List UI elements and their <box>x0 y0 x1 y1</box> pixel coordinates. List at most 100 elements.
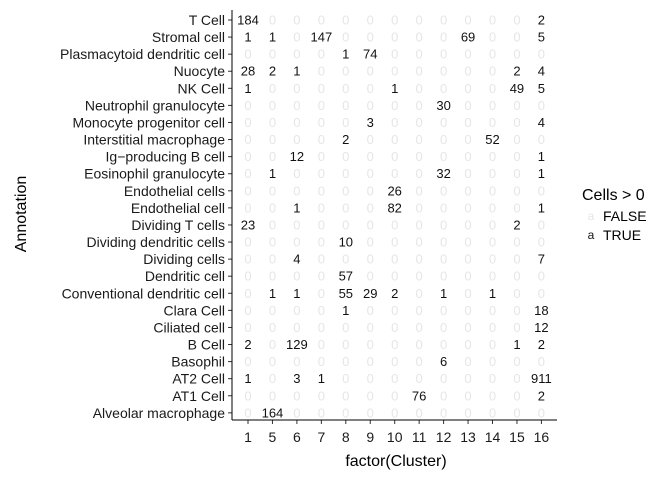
cell-label: 0 <box>440 252 447 267</box>
cell-label: 0 <box>342 371 349 386</box>
cell-label: 0 <box>464 354 471 369</box>
cell-label: 0 <box>367 252 374 267</box>
cell-label: 0 <box>416 30 423 45</box>
cell-label: 5 <box>538 81 545 96</box>
cell-label: 0 <box>269 183 276 198</box>
cell-label: 1 <box>244 371 251 386</box>
cell-label: 1 <box>293 64 300 79</box>
cell-label: 1 <box>293 200 300 215</box>
cell-label: 0 <box>342 252 349 267</box>
cell-label: 0 <box>367 166 374 181</box>
cell-label: 0 <box>318 183 325 198</box>
cell-labels: 184 0 0 0 0 0 0 0 0 0 0 0 21 1 0 147 0 0 0 0 0 69 0 0 50 0 0 0 1 74 0 0… <box>237 13 552 421</box>
cell-label: 30 <box>436 98 450 113</box>
cell-label: 0 <box>342 115 349 130</box>
cell-label: 0 <box>269 303 276 318</box>
x-tick-label: 7 <box>317 429 325 445</box>
cell-label: 0 <box>391 371 398 386</box>
cell-label: 0 <box>416 183 423 198</box>
cell-label: 0 <box>269 337 276 352</box>
cell-label: 2 <box>244 337 251 352</box>
cell-label: 0 <box>342 81 349 96</box>
cell-label: 0 <box>440 149 447 164</box>
cell-label: 49 <box>510 81 524 96</box>
legend-title: Cells > 0 <box>582 187 645 204</box>
x-tick-labels: 1 5 6 7 8 9 10 11 12 13 14 15 16 <box>244 429 549 445</box>
cell-label: 0 <box>244 166 251 181</box>
cell-label: 0 <box>416 149 423 164</box>
cell-label: 0 <box>440 183 447 198</box>
cell-label: 0 <box>367 235 374 250</box>
cell-label: 0 <box>269 98 276 113</box>
cell-label: 55 <box>339 286 353 301</box>
cell-label: 0 <box>269 354 276 369</box>
cell-label: 0 <box>293 405 300 420</box>
cell-label: 0 <box>367 337 374 352</box>
cell-label: 4 <box>538 64 545 79</box>
cell-label: 0 <box>464 286 471 301</box>
x-tick-label: 15 <box>509 429 525 445</box>
cell-label: 0 <box>244 354 251 369</box>
cell-label: 0 <box>269 269 276 284</box>
cell-label: 23 <box>241 217 255 232</box>
cell-label: 0 <box>416 200 423 215</box>
cell-label: 164 <box>262 405 284 420</box>
cell-label: 0 <box>269 320 276 335</box>
legend-label-false: FALSE <box>603 208 647 224</box>
cell-label: 0 <box>342 98 349 113</box>
cell-label: 0 <box>367 371 374 386</box>
y-tick-label: Basophil <box>171 354 225 370</box>
cell-label: 0 <box>464 217 471 232</box>
cell-label: 0 <box>440 30 447 45</box>
cell-label: 0 <box>416 354 423 369</box>
cell-label: 0 <box>269 13 276 28</box>
cell-label: 0 <box>293 132 300 147</box>
y-tick-label: T Cell <box>189 12 225 28</box>
cell-label: 0 <box>538 217 545 232</box>
cell-label: 0 <box>318 115 325 130</box>
cell-label: 0 <box>489 235 496 250</box>
cell-label: 0 <box>513 235 520 250</box>
y-axis-title: Annotation <box>13 176 30 253</box>
cell-label: 0 <box>367 200 374 215</box>
cell-label: 129 <box>286 337 308 352</box>
cell-label: 0 <box>440 13 447 28</box>
cell-label: 0 <box>538 286 545 301</box>
cell-label: 0 <box>342 30 349 45</box>
cell-label: 2 <box>269 64 276 79</box>
cell-label: 0 <box>513 200 520 215</box>
cell-label: 0 <box>489 217 496 232</box>
y-tick-label: Clara Cell <box>164 302 225 318</box>
cell-label: 0 <box>391 235 398 250</box>
cell-label: 0 <box>293 235 300 250</box>
cell-label: 69 <box>461 30 475 45</box>
cell-label: 0 <box>342 64 349 79</box>
cell-label: 0 <box>293 303 300 318</box>
cell-label: 7 <box>538 252 545 267</box>
cell-label: 52 <box>485 132 499 147</box>
cell-label: 1 <box>293 286 300 301</box>
cell-label: 0 <box>269 388 276 403</box>
cell-label: 0 <box>416 371 423 386</box>
cell-label: 0 <box>244 115 251 130</box>
cell-label: 0 <box>244 252 251 267</box>
cell-label: 1 <box>269 166 276 181</box>
cell-label: 0 <box>391 337 398 352</box>
cell-label: 0 <box>440 132 447 147</box>
cell-label: 0 <box>440 115 447 130</box>
cell-label: 0 <box>416 132 423 147</box>
y-tick-label: Endothelial cells <box>124 183 225 199</box>
cell-label: 0 <box>489 200 496 215</box>
cell-label: 0 <box>293 30 300 45</box>
cell-label: 0 <box>489 115 496 130</box>
cell-label: 0 <box>342 217 349 232</box>
cell-label: 57 <box>339 269 353 284</box>
cell-label: 0 <box>293 183 300 198</box>
cell-label: 0 <box>513 371 520 386</box>
cell-label: 5 <box>538 30 545 45</box>
cell-label: 1 <box>244 81 251 96</box>
cell-label: 0 <box>342 166 349 181</box>
cell-label: 0 <box>293 388 300 403</box>
cell-label: 0 <box>489 81 496 96</box>
cell-label: 0 <box>342 388 349 403</box>
